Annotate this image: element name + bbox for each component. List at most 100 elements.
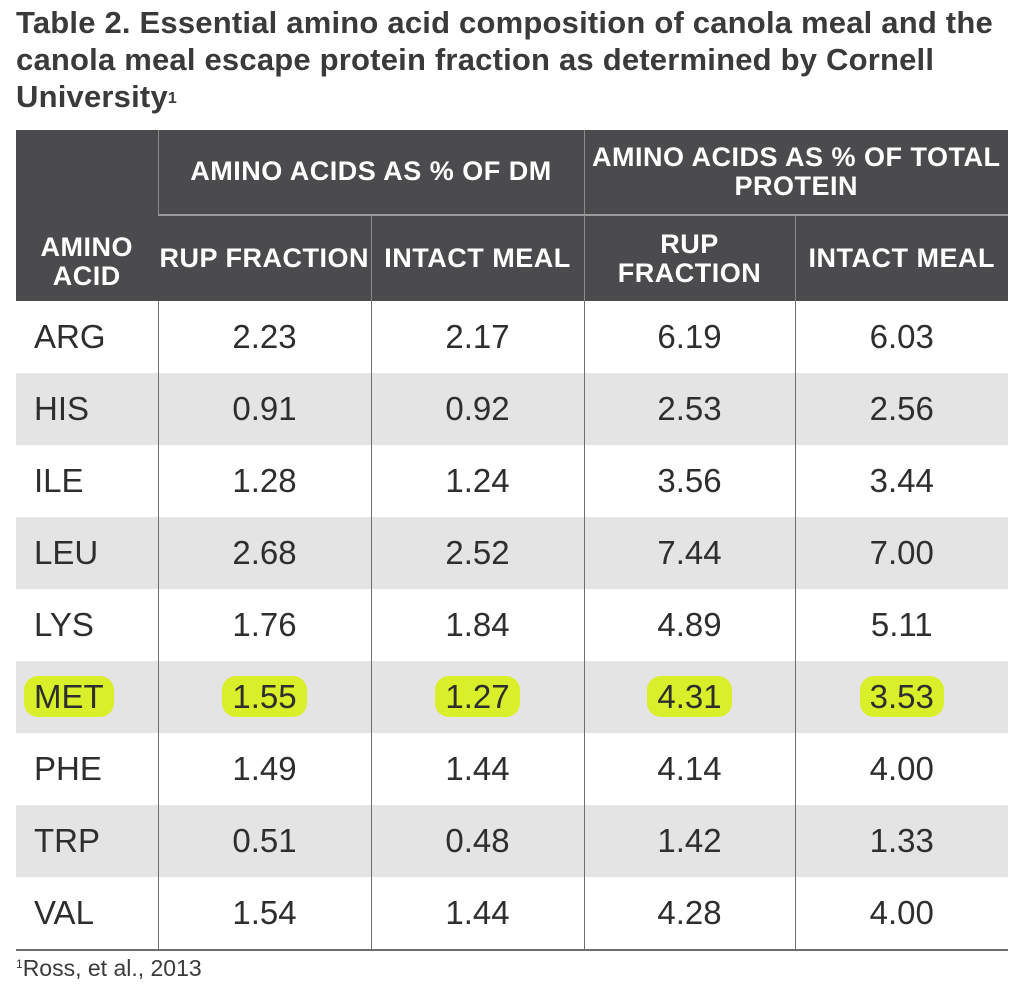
table-body: ARG 2.23 2.17 6.19 6.03 HIS 0.91 0.92 2.53 2.56 IL…	[16, 301, 1008, 951]
cell-value: ARG	[34, 318, 106, 355]
table-row: ILE 1.28 1.24 3.56 3.44	[16, 445, 1008, 517]
cell-tp-rup: 7.44	[583, 517, 795, 589]
cell-dm-intact: 1.24	[370, 445, 584, 517]
cell-value: 0.51	[232, 822, 297, 859]
table-row: ARG 2.23 2.17 6.19 6.03	[16, 301, 1008, 373]
cell-value: 1.54	[232, 894, 297, 931]
cell-value: 2.53	[657, 390, 722, 427]
highlighted-value: 1.27	[435, 676, 520, 717]
cell-tp-intact: 2.56	[794, 373, 1008, 445]
header-dm-rup: RUP FRACTION	[158, 215, 371, 301]
cell-dm-rup: 1.55	[157, 661, 371, 733]
header-amino-acid: AMINO ACID	[16, 130, 158, 301]
cell-amino-acid: ARG	[16, 301, 158, 373]
cell-value: 1.24	[445, 462, 510, 499]
amino-acid-table: AMINO ACID AMINO ACIDS AS % OF DM AMINO …	[16, 130, 1008, 951]
cell-value: 1.33	[869, 822, 934, 859]
cell-dm-intact: 1.44	[370, 877, 584, 951]
table-row: PHE 1.49 1.44 4.14 4.00	[16, 733, 1008, 805]
cell-value: 7.00	[869, 534, 934, 571]
cell-tp-rup: 1.42	[583, 805, 795, 877]
cell-value: 0.92	[445, 390, 510, 427]
cell-dm-intact: 1.44	[370, 733, 584, 805]
footnote-mark: 1	[16, 957, 23, 971]
highlighted-value: 1.55	[222, 676, 307, 717]
cell-value: 2.56	[869, 390, 934, 427]
cell-tp-rup: 3.56	[583, 445, 795, 517]
cell-tp-rup: 4.28	[583, 877, 795, 951]
cell-value: 1.28	[232, 462, 297, 499]
cell-value: 0.48	[445, 822, 510, 859]
cell-dm-intact: 0.92	[370, 373, 584, 445]
cell-value: 1.84	[445, 606, 510, 643]
cell-amino-acid: ILE	[16, 445, 158, 517]
header-tp-intact: INTACT MEAL	[794, 215, 1008, 301]
table-row: VAL 1.54 1.44 4.28 4.00	[16, 877, 1008, 951]
cell-value: VAL	[34, 894, 94, 931]
cell-dm-intact: 2.17	[370, 301, 584, 373]
cell-value: LEU	[34, 534, 99, 571]
cell-dm-rup: 0.51	[157, 805, 371, 877]
highlighted-value: MET	[24, 676, 114, 717]
cell-dm-rup: 2.68	[157, 517, 371, 589]
cell-value: 6.03	[869, 318, 934, 355]
cell-value: 5.11	[870, 606, 933, 643]
cell-value: 4.89	[657, 606, 722, 643]
cell-value: LYS	[34, 606, 94, 643]
cell-tp-rup: 6.19	[583, 301, 795, 373]
cell-amino-acid: LEU	[16, 517, 158, 589]
cell-value: 1.44	[445, 894, 510, 931]
cell-value: 3.44	[869, 462, 934, 499]
header-group-dm: AMINO ACIDS AS % OF DM	[157, 130, 584, 216]
highlighted-value: 4.31	[647, 676, 732, 717]
cell-value: 3.56	[657, 462, 722, 499]
table-row: HIS 0.91 0.92 2.53 2.56	[16, 373, 1008, 445]
footnote-text: Ross, et al., 2013	[22, 955, 202, 981]
cell-value: 2.52	[445, 534, 510, 571]
footnote: 1Ross, et al., 2013	[16, 955, 202, 982]
table-title-text: Table 2. Essential amino acid compositio…	[16, 5, 993, 114]
cell-tp-rup: 4.14	[583, 733, 795, 805]
cell-tp-intact: 7.00	[794, 517, 1008, 589]
table-title: Table 2. Essential amino acid compositio…	[16, 4, 1016, 115]
cell-value: 0.91	[232, 390, 297, 427]
cell-value: PHE	[34, 750, 102, 787]
cell-value: 1.49	[232, 750, 297, 787]
table-row: TRP 0.51 0.48 1.42 1.33	[16, 805, 1008, 877]
cell-dm-rup: 1.28	[157, 445, 371, 517]
cell-dm-rup: 1.54	[157, 877, 371, 951]
cell-tp-intact: 4.00	[794, 733, 1008, 805]
cell-amino-acid: TRP	[16, 805, 158, 877]
cell-value: 1.76	[232, 606, 297, 643]
cell-value: 2.68	[232, 534, 297, 571]
cell-amino-acid: LYS	[16, 589, 158, 661]
cell-dm-rup: 2.23	[157, 301, 371, 373]
cell-value: 4.00	[869, 750, 934, 787]
cell-tp-intact: 3.44	[794, 445, 1008, 517]
cell-value: 4.00	[869, 894, 934, 931]
table-row: LYS 1.76 1.84 4.89 5.11	[16, 589, 1008, 661]
cell-amino-acid: HIS	[16, 373, 158, 445]
cell-value: 7.44	[657, 534, 722, 571]
cell-value: 1.44	[445, 750, 510, 787]
cell-tp-rup: 2.53	[583, 373, 795, 445]
cell-value: 2.23	[232, 318, 297, 355]
cell-value: 4.28	[657, 894, 722, 931]
cell-tp-intact: 1.33	[794, 805, 1008, 877]
header-dm-intact: INTACT MEAL	[370, 215, 584, 301]
cell-value: ILE	[34, 462, 84, 499]
cell-dm-rup: 1.49	[157, 733, 371, 805]
table-row: MET 1.55 1.27 4.31 3.53	[16, 661, 1008, 733]
cell-dm-intact: 1.27	[370, 661, 584, 733]
highlighted-value: 3.53	[859, 676, 944, 717]
cell-tp-intact: 4.00	[794, 877, 1008, 951]
header-group-total-protein: AMINO ACIDS AS % OF TOTAL PROTEIN	[583, 130, 1008, 216]
cell-value: HIS	[34, 390, 90, 427]
title-footnote-mark: 1	[167, 90, 178, 107]
cell-tp-intact: 6.03	[794, 301, 1008, 373]
cell-tp-intact: 5.11	[794, 589, 1008, 661]
cell-dm-intact: 2.52	[370, 517, 584, 589]
table-row: LEU 2.68 2.52 7.44 7.00	[16, 517, 1008, 589]
header-tp-rup: RUP FRACTION	[583, 215, 795, 301]
